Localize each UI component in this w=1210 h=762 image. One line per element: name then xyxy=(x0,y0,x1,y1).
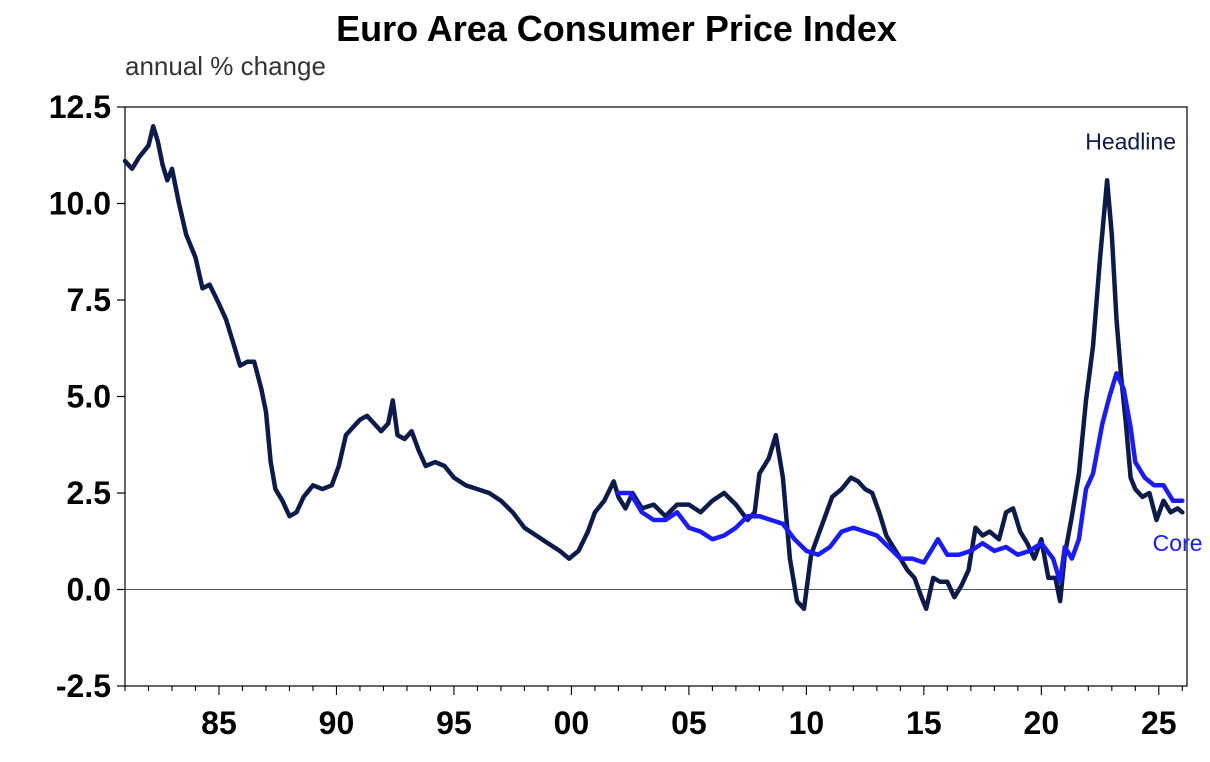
chart-subtitle: annual % change xyxy=(125,51,326,81)
y-tick-label: 0.0 xyxy=(67,572,111,608)
x-tick-label: 95 xyxy=(436,705,472,741)
plot-frame xyxy=(124,106,1188,687)
x-tick-label: 05 xyxy=(671,705,707,741)
series-line-core xyxy=(616,371,1185,585)
x-tick-label: 15 xyxy=(906,705,942,741)
x-tick-label: 20 xyxy=(1024,705,1060,741)
y-tick-label: 10.0 xyxy=(49,186,111,222)
y-tick-label: -2.5 xyxy=(56,668,111,704)
y-tick-label: 7.5 xyxy=(67,282,111,318)
axes: 12.5 10.0 7.5 5.0 2.5 0.0 -2.5 85 90 95 00 05 10 15 20… xyxy=(49,89,1188,741)
annotation-core: Core xyxy=(1153,530,1203,556)
y-tick-label: 12.5 xyxy=(49,89,111,125)
x-tick-label: 25 xyxy=(1141,705,1177,741)
y-tick-label: 2.5 xyxy=(67,475,111,511)
x-tick-label: 00 xyxy=(554,705,590,741)
x-tick-label: 10 xyxy=(789,705,825,741)
y-tick-label: 5.0 xyxy=(67,379,111,415)
annotation-headline: Headline xyxy=(1085,128,1176,154)
x-tick-label: 90 xyxy=(319,705,355,741)
annotations: Headline Core xyxy=(1085,128,1202,555)
x-tick-label: 85 xyxy=(201,705,237,741)
series-layer xyxy=(122,124,1185,612)
chart-title: Euro Area Consumer Price Index xyxy=(336,8,897,49)
series-line-headline xyxy=(122,124,1185,612)
